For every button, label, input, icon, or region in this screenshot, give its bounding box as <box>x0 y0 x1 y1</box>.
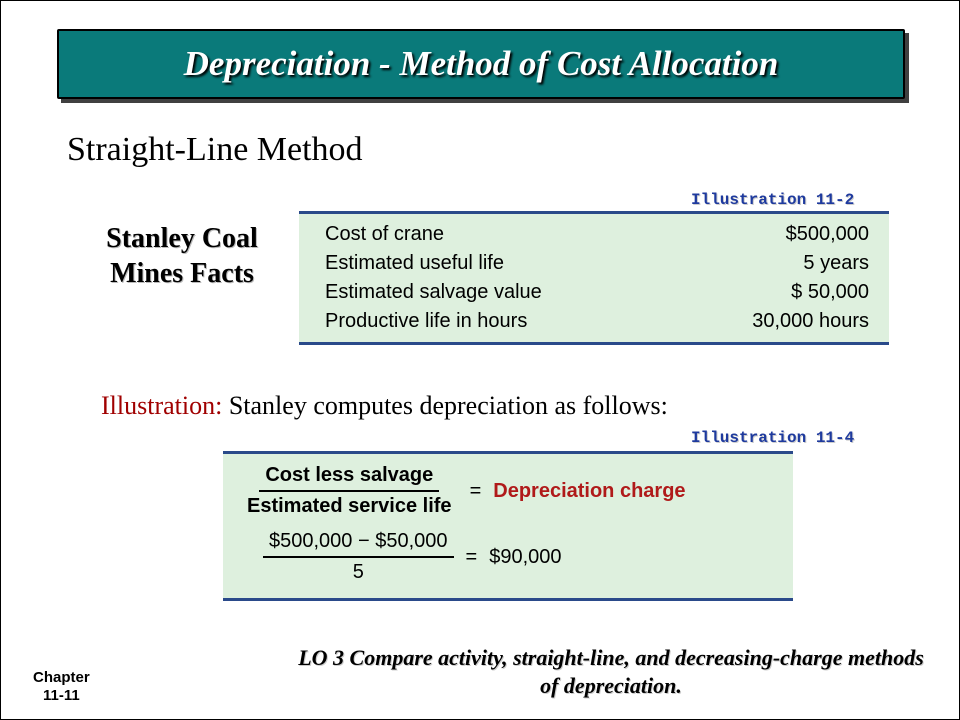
illustration-sentence: Illustration: Stanley computes depreciat… <box>101 391 668 421</box>
numerator: $500,000 − $50,000 <box>263 530 454 558</box>
chapter-word: Chapter <box>33 669 90 686</box>
fact-label: Cost of crane <box>325 220 444 249</box>
table-row: Productive life in hours 30,000 hours <box>325 307 869 336</box>
learning-objective: LO 3 Compare activity, straight-line, an… <box>291 644 931 699</box>
title-banner: Depreciation - Method of Cost Allocation <box>57 29 905 99</box>
subheading: Straight-Line Method <box>67 131 363 169</box>
fact-label: Estimated salvage value <box>325 278 542 307</box>
fact-value: 5 years <box>803 249 869 278</box>
formula-numeric: $500,000 − $50,000 5 = $90,000 <box>263 530 775 584</box>
fact-value: 30,000 hours <box>752 307 869 336</box>
fact-label: Estimated useful life <box>325 249 504 278</box>
illustration-label-1: Illustration 11-2 <box>691 191 854 209</box>
formula-symbolic: Cost less salvage Estimated service life… <box>241 464 775 518</box>
formula-result: $90,000 <box>489 546 561 569</box>
chapter-number: 11-11 <box>43 687 80 704</box>
denominator: Estimated service life <box>241 492 458 518</box>
formula-rhs: Depreciation charge <box>493 480 685 503</box>
equals-sign: = <box>470 480 482 503</box>
fact-value: $ 50,000 <box>791 278 869 307</box>
facts-table: Cost of crane $500,000 Estimated useful … <box>299 211 889 345</box>
banner-face: Depreciation - Method of Cost Allocation <box>57 29 905 99</box>
numerator: Cost less salvage <box>259 464 439 492</box>
illustration-text: Stanley computes depreciation as follows… <box>222 391 668 420</box>
table-row: Estimated salvage value $ 50,000 <box>325 278 869 307</box>
denominator: 5 <box>347 558 370 584</box>
fraction: Cost less salvage Estimated service life <box>241 464 458 518</box>
equals-sign: = <box>466 546 478 569</box>
facts-heading-line1: Stanley Coal <box>106 223 258 254</box>
illustration-prefix: Illustration: <box>101 391 222 420</box>
facts-heading: Stanley Coal Mines Facts <box>87 221 277 291</box>
fraction: $500,000 − $50,000 5 <box>263 530 454 584</box>
fact-label: Productive life in hours <box>325 307 527 336</box>
facts-heading-line2: Mines Facts <box>110 258 254 289</box>
table-row: Estimated useful life 5 years <box>325 249 869 278</box>
formula-box: Cost less salvage Estimated service life… <box>223 451 793 601</box>
chapter-label: Chapter 11-11 <box>33 669 90 705</box>
illustration-label-2: Illustration 11-4 <box>691 429 854 447</box>
table-row: Cost of crane $500,000 <box>325 220 869 249</box>
banner-title: Depreciation - Method of Cost Allocation <box>184 44 779 84</box>
fact-value: $500,000 <box>786 220 869 249</box>
